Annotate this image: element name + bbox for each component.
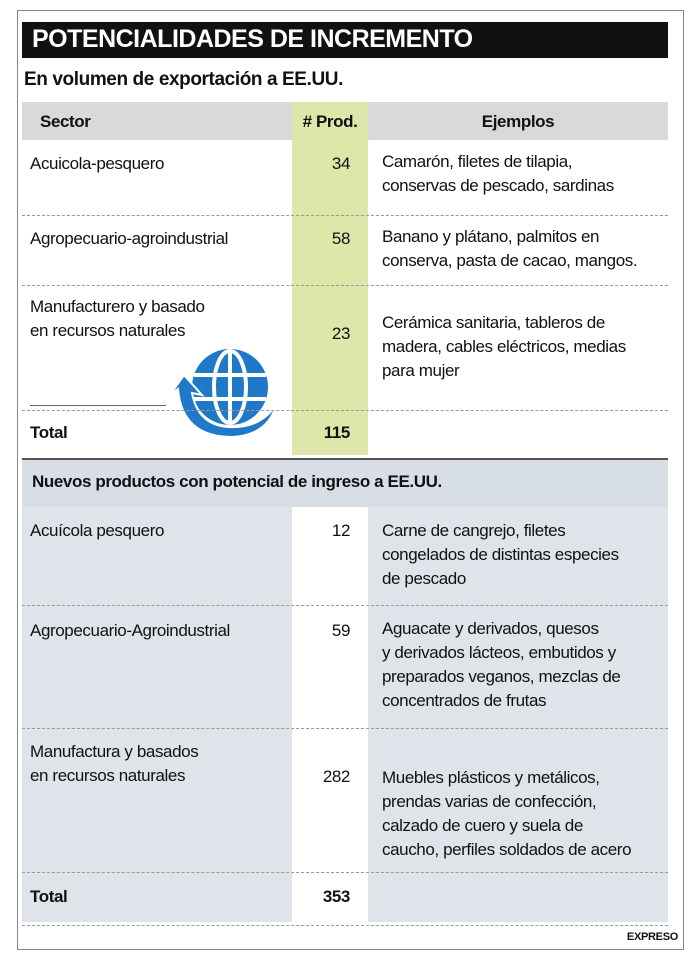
frame: [17, 10, 684, 950]
examples-text: Banano y plátano, palmitos en: [382, 227, 600, 246]
section2-heading-bg: [22, 458, 668, 507]
examples-text: concentrados de frutas: [382, 691, 547, 710]
title-bar: [22, 22, 668, 58]
prod-highlight: [292, 102, 368, 455]
total-value: 353: [322, 887, 351, 906]
examples-text: caucho, perfiles soldados de acero: [382, 840, 632, 859]
examples-text: calzado de cuero y suela de: [382, 816, 583, 835]
examples-text: y derivados lácteos, embutidos y: [382, 643, 616, 662]
section2-left-bg: [22, 458, 292, 922]
divider: [30, 405, 166, 406]
examples-text: de pescado: [382, 569, 466, 588]
examples-text: prendas varias de confección,: [382, 792, 597, 811]
row-separator: [22, 215, 668, 216]
examples-text: congelados de distintas especies: [382, 545, 619, 564]
source: EXPRESO: [626, 931, 678, 943]
sector-text: en recursos naturales: [30, 321, 186, 340]
header-examples: Ejemplos: [481, 112, 555, 131]
prod-value: 34: [331, 154, 351, 173]
prod-value: 282: [322, 767, 351, 786]
prod-value: 23: [331, 324, 351, 343]
sector-text: Manufactura y basados: [30, 742, 199, 761]
prod-value: 58: [331, 229, 351, 248]
total-label: Total: [30, 887, 68, 906]
examples-text: preparados veganos, mezclas de: [382, 667, 621, 686]
sector-text: Agropecuario-agroindustrial: [30, 229, 229, 248]
header-sector: Sector: [40, 112, 91, 131]
section2-heading: Nuevos productos con potencial de ingres…: [32, 472, 442, 491]
section2-right-bg: [368, 458, 668, 922]
examples-text: para mujer: [382, 361, 460, 380]
examples-text: conserva, pasta de cacao, mangos.: [382, 251, 638, 270]
examples-text: conservas de pescado, sardinas: [382, 176, 614, 195]
examples-text: Cerámica sanitaria, tableros de: [382, 313, 605, 332]
sector-text: Acuicola-pesquero: [30, 154, 165, 173]
prod-value: 59: [331, 621, 351, 640]
row-separator: [22, 872, 668, 873]
row-separator: [22, 728, 668, 729]
header-prod: # Prod.: [302, 112, 358, 131]
prod-value: 12: [331, 521, 351, 540]
sector-text: en recursos naturales: [30, 766, 186, 785]
sector-text: Acuícola pesquero: [30, 521, 165, 540]
globe-icon: [169, 349, 277, 439]
title: POTENCIALIDADES DE INCREMENTO: [32, 25, 473, 53]
examples-text: madera, cables eléctricos, medias: [382, 337, 626, 356]
examples-text: Muebles plásticos y metálicos,: [382, 768, 600, 787]
examples-text: Camarón, filetes de tilapia,: [382, 152, 573, 171]
row-separator: [22, 410, 668, 411]
row-separator: [22, 605, 668, 606]
total-label: Total: [30, 422, 68, 442]
sector-text: Agropecuario-Agroindustrial: [30, 621, 230, 640]
sector-text: Manufacturero y basado: [30, 297, 205, 316]
subtitle: En volumen de exportación a EE.UU.: [24, 69, 343, 90]
total-value: 115: [323, 422, 351, 442]
examples-text: Aguacate y derivados, quesos: [382, 619, 599, 638]
examples-text: Carne de cangrejo, filetes: [382, 521, 566, 540]
row-separator: [22, 285, 668, 286]
bottom-rule: [22, 925, 668, 926]
